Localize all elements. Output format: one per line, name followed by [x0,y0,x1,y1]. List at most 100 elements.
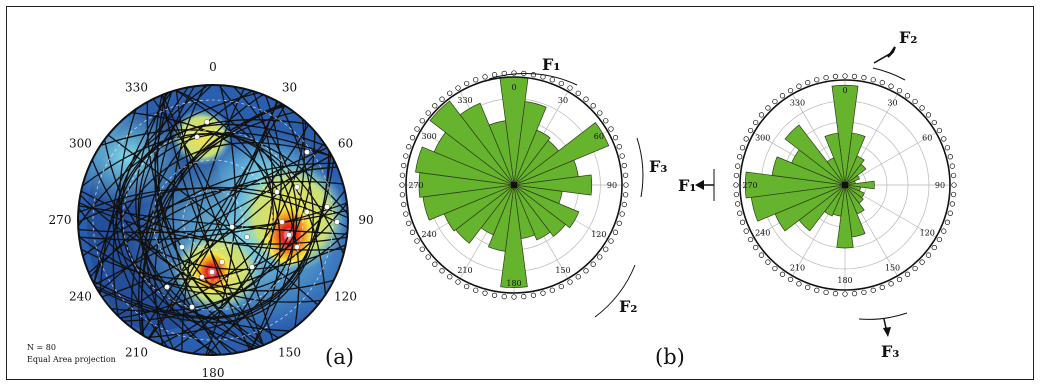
rose-rim-marker [464,80,470,87]
great-circle [140,104,284,336]
great-circle [88,166,338,274]
rose-rim-marker [621,201,627,208]
f2-label-2: F₂ [899,28,917,47]
rose-rim-marker [603,246,609,252]
rose-petal [500,184,528,288]
rose-rim-marker [419,246,425,252]
rose-rim-marker [739,145,746,151]
rose-petal [415,146,515,186]
rose-rim-marker [805,79,811,86]
rose-rim-marker [743,228,749,234]
pole-point [229,224,235,230]
rose-angle-label: 30 [558,96,568,105]
rose-rim-marker [409,229,416,235]
rose-rim-marker [621,162,627,169]
rose-petal [459,102,515,186]
rose-rim-marker [622,172,629,178]
rose-rim-marker [851,73,858,80]
stereonet-angle-label: 150 [278,346,301,360]
rose-rim-marker [879,284,885,291]
rose-rim-marker [912,98,918,105]
stereonet-rim [77,84,349,356]
rose-petal [844,155,865,186]
rose-rim-marker [455,279,461,285]
rose-rim-marker [832,290,839,297]
rose-rim-marker [558,283,564,290]
rose-rim-marker [765,259,771,265]
rose-rim-marker [737,154,743,160]
rose-rim-marker [399,192,406,198]
rose-rim-marker [597,254,603,260]
rose-rim-marker [619,211,625,217]
great-circle [100,129,327,295]
rose-rim-marker [608,238,614,244]
f2-label: F₂ [619,297,637,316]
rose-rim-marker [870,77,876,83]
rose-rim-marker [447,274,453,280]
rose-center [511,182,517,188]
figure-frame: 0 30 60 90 120 150 180 210 240 270 300 330 N = 80 E… [6,6,1034,380]
rose-rim-marker [432,261,438,267]
pole-point [324,204,330,210]
rose-rim-marker [814,77,820,83]
panel-label-a: (a) [325,345,354,369]
great-circle [118,108,291,332]
great-circle [205,85,236,355]
great-circle [146,102,314,339]
rose-petal [513,184,580,229]
pole-point [286,232,292,238]
rose-rim-marker [896,276,903,283]
rose-rim-marker [739,219,746,225]
great-circle [81,133,345,255]
pole-point [334,219,340,225]
stereonet-angle-label: 120 [334,290,357,304]
rose-rim-marker [530,72,537,78]
net-grid-circle [122,129,304,311]
rose-rim-marker [842,73,848,79]
rose-rim-marker [455,85,461,91]
rose-rim-marker [590,261,596,267]
pole-point [249,264,255,270]
stereonet-angle-label: 30 [282,80,297,94]
rose-angle-label: 60 [594,132,604,141]
f1-arrow-head-2 [695,180,704,190]
rose-rim-marker [540,290,546,296]
great-circle [120,121,307,319]
rose2-angle-labels: 0 30 60 90 120 150 180 210 240 270 300 330 [742,86,945,285]
stereonet-angle-label: 0 [209,60,217,74]
great-circle [78,207,348,295]
rose-angle-label: 120 [920,229,935,238]
rose-rim-marker [787,87,794,94]
stereonet-angle-label: 180 [202,366,225,380]
pole-point [219,259,225,265]
stereonet-angle-label: 330 [125,80,148,94]
rose-petal [771,156,846,186]
rose-rim-marker [612,229,619,235]
rose-rim-marker [414,238,420,244]
rose-petal [513,129,551,186]
rose-rim-marker [399,172,406,178]
f1-label-2: F₁ [678,176,696,195]
rose-rim-marker [888,281,894,287]
rose-angle-label: 270 [408,181,423,190]
pole-point [304,209,310,215]
rose-rim-marker [583,96,589,102]
rose-angle-label: 300 [421,132,436,141]
stereonet-angle-label: 300 [69,137,92,151]
rose-angle-label: 120 [591,230,606,239]
rose-rim-marker [753,244,759,251]
rose-rim-marker [944,219,951,225]
rose-angle-label: 240 [421,230,436,239]
projection-label: Equal Area projection [27,355,116,364]
net-grid-circle [92,99,334,341]
rose2-rim [733,73,957,297]
rose-angle-label: 60 [922,134,932,143]
great-circle [130,111,295,328]
rose-petal [513,184,566,237]
great-circle [112,92,259,348]
rose-rim-marker [832,73,839,80]
rose-rim-marker [530,292,537,298]
rose-rim-marker [439,268,445,274]
pole-point [294,184,300,190]
